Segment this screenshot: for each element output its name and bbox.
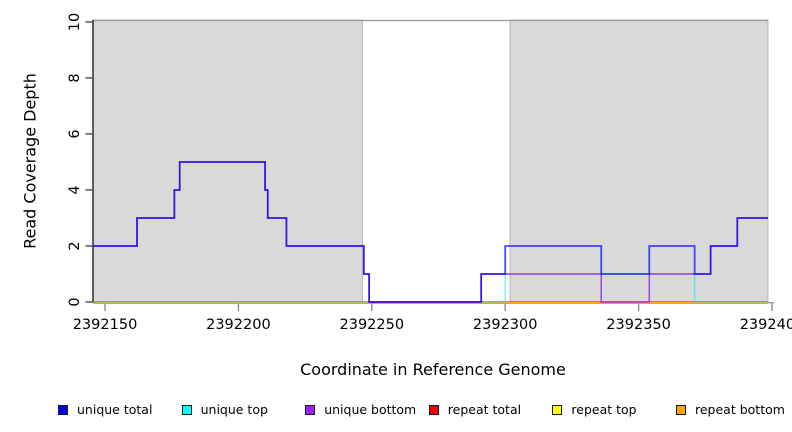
x-tick-label-2392200: 2392200 (206, 317, 271, 333)
y-axis-title: Read Coverage Depth (20, 73, 40, 249)
legend-swatch-repeat-bottom (676, 405, 686, 415)
series-unique-total (92, 161, 768, 303)
shaded-region-1 (92, 19, 363, 303)
legend-swatch-unique-total (58, 405, 68, 415)
x-tick-label-2392350: 2392350 (606, 317, 671, 333)
shaded-region-2 (509, 19, 769, 303)
x-tick-label-2392150: 2392150 (72, 317, 138, 333)
y-tick-label-6: 6 (67, 129, 83, 139)
x-axis-title: Coordinate in Reference Genome (300, 360, 566, 379)
legend-swatch-repeat-total (428, 405, 439, 415)
legend-swatch-unique-bottom (305, 405, 316, 415)
y-tick-label-0: 0 (67, 297, 83, 307)
y-tick-label-10: 10 (67, 12, 83, 32)
x-tick-label-2392300: 2392300 (472, 317, 538, 333)
y-tick-label-8: 8 (67, 73, 83, 83)
y-tick-label-2: 2 (67, 241, 83, 251)
y-tick-label-4: 4 (67, 185, 83, 195)
legend-label: unique total (77, 402, 153, 417)
legend-label: repeat top (571, 402, 637, 417)
x-tick-label-2392250: 2392250 (339, 317, 405, 333)
legend-swatch-repeat-top (552, 405, 563, 415)
legend-label: repeat total (447, 402, 522, 417)
legend-label: repeat bottom (695, 402, 785, 417)
legend-label: unique bottom (324, 402, 417, 417)
legend-label: unique top (200, 402, 268, 417)
legend-swatch-unique-top (181, 405, 192, 415)
